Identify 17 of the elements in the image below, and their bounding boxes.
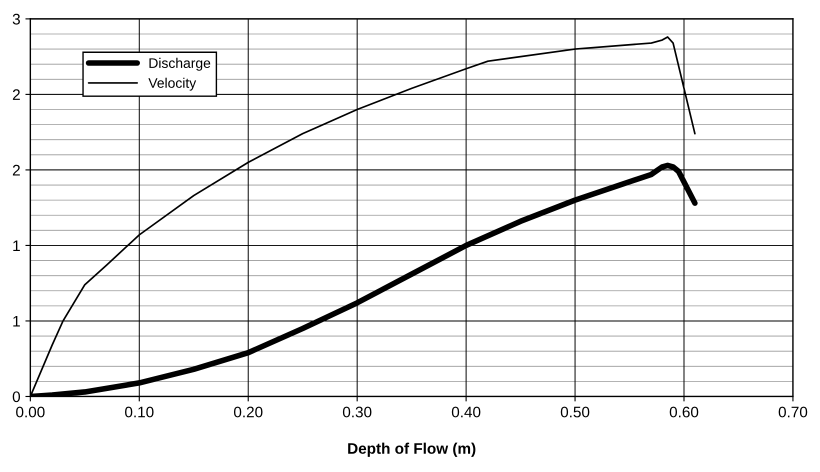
x-tick-label: 0.20 [234,406,262,418]
y-tick-label: 0 [12,391,20,402]
y-tick-label: 1 [13,316,20,326]
x-tick-label: 0.00 [16,406,45,418]
x-tick-label: 0.40 [452,406,480,418]
x-tick-label: 0.70 [778,406,808,418]
y-tick-label: 2 [12,164,20,176]
y-tick-label: 2 [12,89,20,100]
x-tick-label: 0.50 [560,406,590,418]
x-tick-label: 0.60 [670,406,698,418]
x-axis-title: Depth of Flow (m) [348,442,476,457]
x-tick-label: 0.10 [125,406,154,418]
x-tick-label: 0.30 [342,406,372,418]
legend-label: Discharge [149,58,210,71]
legend-label: Velocity [148,78,196,91]
y-tick-label: 3 [12,14,20,25]
y-tick-label: 1 [13,240,20,251]
